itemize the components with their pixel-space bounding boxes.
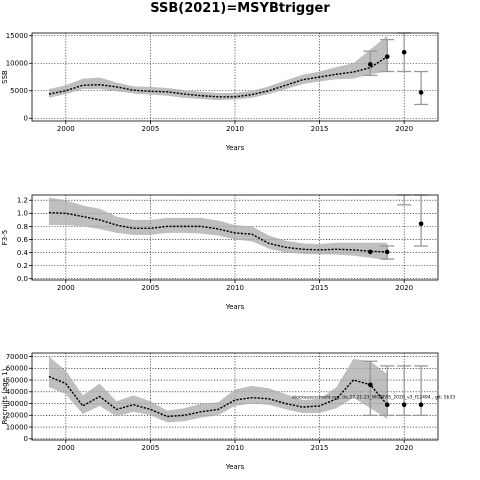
y-tick-label: 0.4 <box>17 249 29 257</box>
median-line <box>48 211 388 253</box>
data-point <box>401 49 407 55</box>
y-tick-label: 1.2 <box>17 197 28 205</box>
figure-title: SSB(2021)=MSYBtrigger <box>150 1 330 16</box>
y-tick-label: 60000 <box>6 365 28 373</box>
y-axis-label: SSB <box>1 70 9 84</box>
x-tick-label: 2000 <box>57 125 75 133</box>
y-tick-label: 0.2 <box>17 262 28 270</box>
x-tick-label: 2020 <box>395 284 413 292</box>
confidence-band <box>48 356 388 423</box>
median-line <box>48 375 388 418</box>
data-point <box>418 221 424 227</box>
data-point <box>384 249 390 255</box>
data-point <box>368 249 373 255</box>
y-tick-label: 40000 <box>6 388 28 396</box>
data-point <box>384 402 390 408</box>
ssb-panel: 2000 2005 2010 2015 2020 0 5000 10000 15000 Years… <box>1 32 439 152</box>
y-tick-label: 50000 <box>6 376 28 384</box>
y-tick-label: 0.6 <box>17 236 29 244</box>
x-tick-label: 2010 <box>226 125 244 133</box>
data-point <box>418 402 424 408</box>
y-axis-label: F3-5 <box>1 230 9 245</box>
y-tick-label: 10000 <box>6 60 28 68</box>
y-tick-label: 0 <box>24 435 28 443</box>
data-point <box>384 54 390 59</box>
data-point <box>418 90 424 95</box>
recruitment-panel: 2000 2005 2010 2015 2020 0 10000 20000 30000 4000… <box>1 352 455 471</box>
x-axis-label: Years <box>225 463 245 471</box>
x-tick-label: 2020 <box>395 444 413 452</box>
x-tick-label: 2020 <box>395 125 413 133</box>
median-line <box>48 56 388 98</box>
x-tick-label: 2005 <box>142 284 160 292</box>
data-point <box>368 382 373 388</box>
x-tick-label: 2015 <box>311 444 329 452</box>
confidence-band <box>48 35 388 101</box>
fishing-mortality-panel: 2000 2005 2010 2015 2020 0.0 0.2 0.4 0.6 0.8 1.0 1.… <box>1 194 439 311</box>
x-tick-label: 2000 <box>57 444 75 452</box>
y-tick-label: 20000 <box>6 412 28 420</box>
y-tick-label: 0.0 <box>17 275 28 283</box>
x-tick-label: 2005 <box>142 444 160 452</box>
y-tick-label: 1.0 <box>17 210 28 218</box>
y-tick-label: 15000 <box>6 32 28 40</box>
provenance-annotation: stockassessment.org, (le.27.21-23_WGBFAS… <box>292 395 455 401</box>
y-tick-label: 0 <box>24 115 28 123</box>
data-point <box>401 402 407 408</box>
y-tick-label: 0.8 <box>17 223 28 231</box>
x-axis-label: Years <box>225 303 245 311</box>
x-tick-label: 2000 <box>57 284 75 292</box>
y-tick-label: 5000 <box>10 87 28 95</box>
x-tick-label: 2010 <box>226 444 244 452</box>
y-tick-label: 70000 <box>6 353 28 361</box>
y-axis-label: Recruits (age 1) <box>1 368 9 424</box>
x-tick-label: 2015 <box>311 125 329 133</box>
x-tick-label: 2010 <box>226 284 244 292</box>
x-tick-label: 2015 <box>311 284 329 292</box>
y-tick-label: 10000 <box>6 423 28 431</box>
x-axis-label: Years <box>225 144 245 152</box>
data-point <box>368 62 373 67</box>
x-tick-label: 2005 <box>142 125 160 133</box>
y-tick-label: 30000 <box>6 400 28 408</box>
